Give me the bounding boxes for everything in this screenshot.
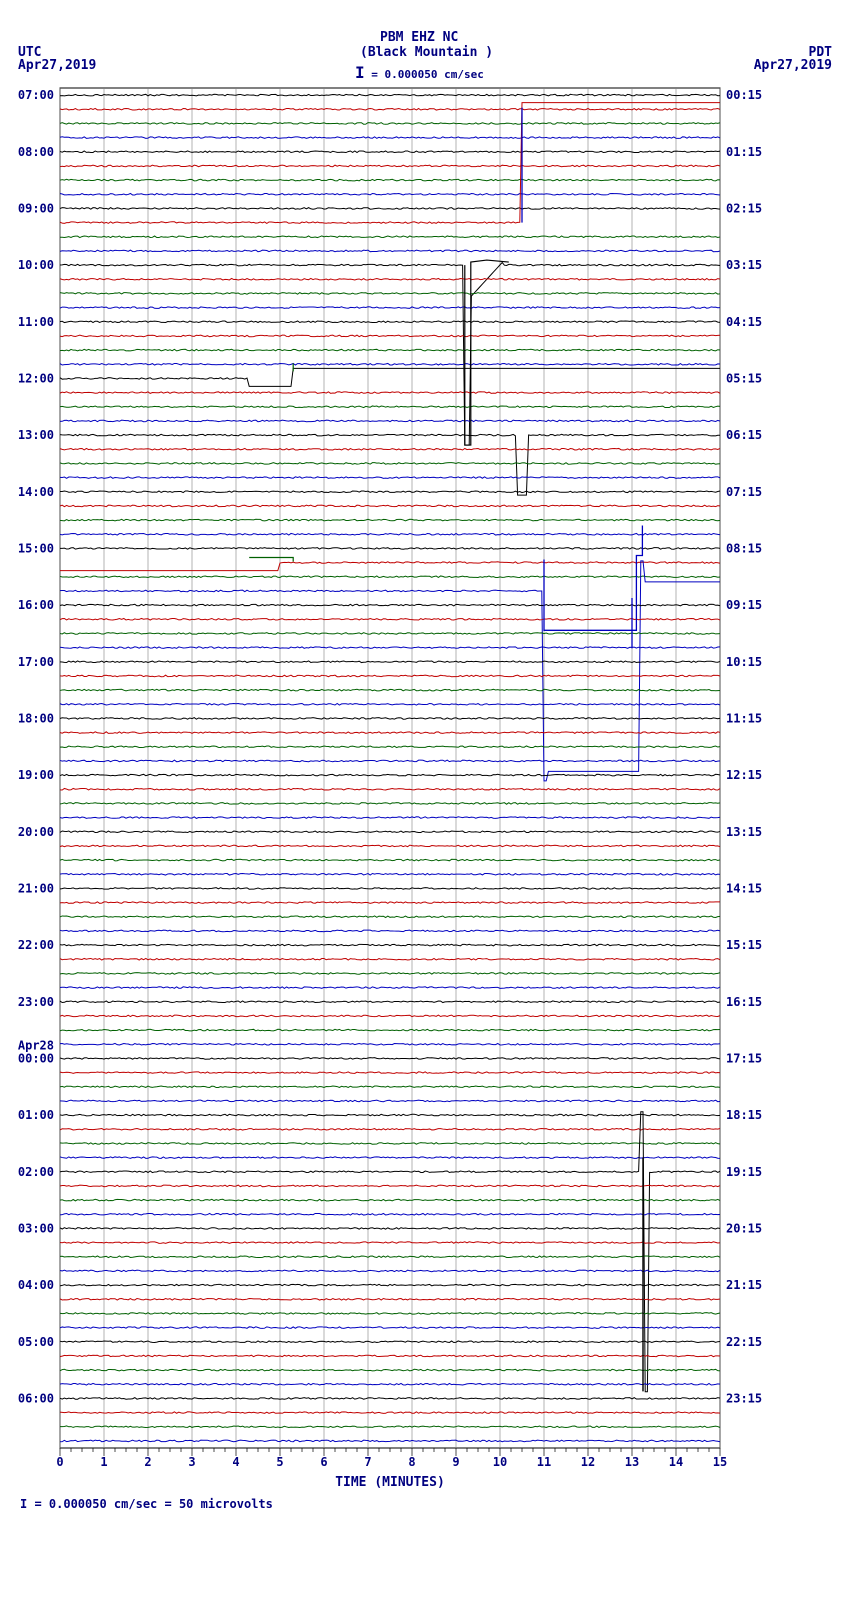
svg-text:08:15: 08:15 bbox=[726, 541, 762, 555]
svg-text:12: 12 bbox=[581, 1455, 595, 1469]
svg-text:1: 1 bbox=[100, 1455, 107, 1469]
svg-text:04:00: 04:00 bbox=[18, 1278, 54, 1292]
svg-text:10: 10 bbox=[493, 1455, 507, 1469]
svg-text:17:00: 17:00 bbox=[18, 655, 54, 669]
svg-text:00:15: 00:15 bbox=[726, 88, 762, 102]
svg-text:16:00: 16:00 bbox=[18, 598, 54, 612]
svg-text:15:00: 15:00 bbox=[18, 541, 54, 555]
svg-text:01:00: 01:00 bbox=[18, 1108, 54, 1122]
seismogram-plot: 0123456789101112131415TIME (MINUTES)I = … bbox=[0, 0, 850, 1613]
svg-text:00:00: 00:00 bbox=[18, 1051, 54, 1065]
svg-text:Apr28: Apr28 bbox=[18, 1038, 54, 1052]
svg-text:04:15: 04:15 bbox=[726, 315, 762, 329]
svg-text:12:15: 12:15 bbox=[726, 768, 762, 782]
svg-text:15:15: 15:15 bbox=[726, 938, 762, 952]
svg-text:11:00: 11:00 bbox=[18, 315, 54, 329]
svg-text:23:15: 23:15 bbox=[726, 1391, 762, 1405]
svg-text:7: 7 bbox=[364, 1455, 371, 1469]
svg-text:02:15: 02:15 bbox=[726, 201, 762, 215]
svg-text:18:15: 18:15 bbox=[726, 1108, 762, 1122]
svg-text:19:00: 19:00 bbox=[18, 768, 54, 782]
svg-text:01:15: 01:15 bbox=[726, 145, 762, 159]
svg-text:6: 6 bbox=[320, 1455, 327, 1469]
svg-text:23:00: 23:00 bbox=[18, 995, 54, 1009]
svg-text:22:00: 22:00 bbox=[18, 938, 54, 952]
svg-text:14: 14 bbox=[669, 1455, 683, 1469]
svg-text:02:00: 02:00 bbox=[18, 1165, 54, 1179]
svg-text:18:00: 18:00 bbox=[18, 711, 54, 725]
svg-text:13:15: 13:15 bbox=[726, 825, 762, 839]
svg-text:10:15: 10:15 bbox=[726, 655, 762, 669]
svg-text:03:00: 03:00 bbox=[18, 1221, 54, 1235]
svg-text:09:00: 09:00 bbox=[18, 201, 54, 215]
svg-text:07:00: 07:00 bbox=[18, 88, 54, 102]
svg-text:17:15: 17:15 bbox=[726, 1051, 762, 1065]
svg-text:9: 9 bbox=[452, 1455, 459, 1469]
svg-text:09:15: 09:15 bbox=[726, 598, 762, 612]
svg-text:03:15: 03:15 bbox=[726, 258, 762, 272]
svg-text:8: 8 bbox=[408, 1455, 415, 1469]
svg-text:10:00: 10:00 bbox=[18, 258, 54, 272]
svg-text:0: 0 bbox=[56, 1455, 63, 1469]
svg-text:21:00: 21:00 bbox=[18, 881, 54, 895]
svg-text:14:00: 14:00 bbox=[18, 485, 54, 499]
svg-text:2: 2 bbox=[144, 1455, 151, 1469]
svg-text:14:15: 14:15 bbox=[726, 881, 762, 895]
svg-text:05:00: 05:00 bbox=[18, 1335, 54, 1349]
svg-text:07:15: 07:15 bbox=[726, 485, 762, 499]
svg-text:19:15: 19:15 bbox=[726, 1165, 762, 1179]
svg-text:3: 3 bbox=[188, 1455, 195, 1469]
svg-text:11: 11 bbox=[537, 1455, 551, 1469]
svg-text:08:00: 08:00 bbox=[18, 145, 54, 159]
svg-text:13: 13 bbox=[625, 1455, 639, 1469]
svg-text:15: 15 bbox=[713, 1455, 727, 1469]
svg-text:5: 5 bbox=[276, 1455, 283, 1469]
svg-text:05:15: 05:15 bbox=[726, 371, 762, 385]
svg-text:20:00: 20:00 bbox=[18, 825, 54, 839]
svg-text:12:00: 12:00 bbox=[18, 371, 54, 385]
svg-text:TIME (MINUTES): TIME (MINUTES) bbox=[335, 1475, 445, 1490]
svg-text:06:15: 06:15 bbox=[726, 428, 762, 442]
svg-text:13:00: 13:00 bbox=[18, 428, 54, 442]
svg-text:16:15: 16:15 bbox=[726, 995, 762, 1009]
seismogram-container: PBM EHZ NC (Black Mountain ) I = 0.00005… bbox=[0, 0, 850, 1613]
svg-text:22:15: 22:15 bbox=[726, 1335, 762, 1349]
svg-text:06:00: 06:00 bbox=[18, 1391, 54, 1405]
svg-text:21:15: 21:15 bbox=[726, 1278, 762, 1292]
svg-text:11:15: 11:15 bbox=[726, 711, 762, 725]
svg-text:20:15: 20:15 bbox=[726, 1221, 762, 1235]
svg-text:4: 4 bbox=[232, 1455, 239, 1469]
svg-text:I = 0.000050 cm/sec = 50 mi: I = 0.000050 cm/sec = 50 microvolts bbox=[20, 1497, 273, 1511]
